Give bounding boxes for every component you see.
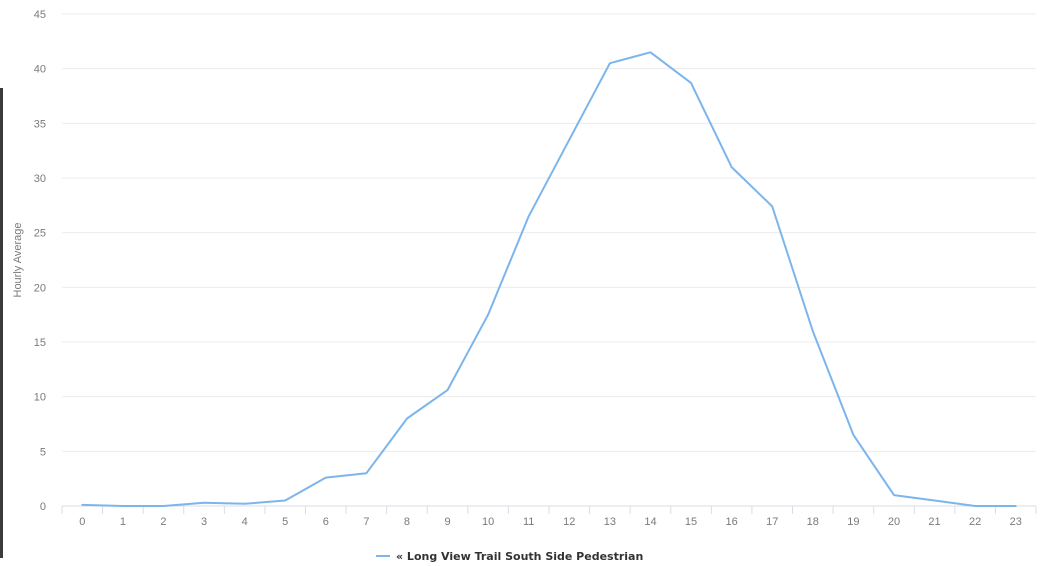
x-tick-label: 19 (847, 516, 859, 528)
y-tick-label: 25 (34, 228, 46, 240)
x-tick-label: 13 (604, 516, 616, 528)
data-point-hour-0[interactable] (79, 502, 85, 508)
x-tick-label: 15 (685, 516, 697, 528)
y-tick-label: 15 (34, 337, 46, 349)
data-point-hour-10[interactable] (485, 312, 491, 318)
x-tick-label: 21 (928, 516, 940, 528)
x-tick-label: 9 (444, 516, 450, 528)
x-tick-label: 6 (323, 516, 329, 528)
data-point-hour-15[interactable] (688, 80, 694, 86)
x-tick-label: 20 (888, 516, 900, 528)
x-tick-label: 10 (482, 516, 494, 528)
y-tick-label: 20 (34, 282, 46, 294)
y-tick-label: 5 (40, 446, 46, 458)
x-tick-label: 5 (282, 516, 288, 528)
legend-swatch (376, 555, 390, 557)
data-point-hour-5[interactable] (282, 498, 288, 504)
x-tick-label: 1 (120, 516, 126, 528)
data-point-hour-14[interactable] (647, 49, 653, 55)
data-point-hour-4[interactable] (242, 501, 248, 507)
x-tick-label: 22 (969, 516, 981, 528)
data-point-hour-22[interactable] (972, 503, 978, 509)
x-tick-label: 4 (242, 516, 248, 528)
y-tick-label: 0 (40, 501, 46, 513)
x-tick-label: 11 (523, 516, 534, 528)
x-tick-label: 8 (404, 516, 410, 528)
y-axis-tick-labels: 0 5 10 15 20 25 30 35 40 45 (34, 9, 46, 513)
y-tick-label: 30 (34, 173, 46, 185)
x-tick-label: 16 (726, 516, 738, 528)
data-point-hour-7[interactable] (363, 470, 369, 476)
x-tick-label: 23 (1010, 516, 1022, 528)
x-tick-label: 17 (766, 516, 778, 528)
data-point-hour-12[interactable] (566, 137, 572, 143)
left-edge-divider (0, 88, 3, 558)
y-axis-title: Hourly Average (12, 222, 24, 297)
series-points (79, 49, 1018, 509)
data-point-hour-18[interactable] (810, 328, 816, 334)
data-point-hour-19[interactable] (850, 432, 856, 438)
x-tick-label: 2 (160, 516, 166, 528)
x-axis-tick-labels: 0 1 2 3 4 5 6 7 8 9 10 11 12 13 14 15 16 17 18 19 20 21 22 23 (61, 506, 1037, 528)
data-point-hour-6[interactable] (323, 475, 329, 481)
x-tick-label: 3 (201, 516, 207, 528)
data-point-hour-16[interactable] (729, 164, 735, 170)
y-tick-label: 45 (34, 9, 46, 21)
x-tick-label: 18 (807, 516, 819, 528)
y-tick-label: 10 (34, 392, 46, 404)
data-point-hour-17[interactable] (769, 203, 775, 209)
x-tick-label: 0 (79, 516, 85, 528)
data-point-hour-9[interactable] (445, 387, 451, 393)
series-line-long-view-trail[interactable] (81, 51, 1017, 507)
data-point-hour-23[interactable] (1013, 503, 1019, 509)
y-tick-label: 35 (34, 118, 46, 130)
data-point-hour-13[interactable] (607, 60, 613, 66)
x-tick-label: 7 (363, 516, 369, 528)
data-point-hour-20[interactable] (891, 492, 897, 498)
data-point-hour-11[interactable] (526, 213, 532, 219)
grid-lines (62, 13, 1036, 452)
data-point-hour-21[interactable] (932, 498, 938, 504)
legend-label: « Long View Trail South Side Pedestrian (396, 549, 644, 563)
legend-item[interactable]: « Long View Trail South Side Pedestrian (376, 548, 643, 564)
data-point-hour-8[interactable] (404, 416, 410, 422)
x-tick-label: 12 (563, 516, 575, 528)
x-tick-label: 14 (644, 516, 656, 528)
data-point-hour-1[interactable] (120, 503, 126, 509)
data-point-hour-2[interactable] (160, 503, 166, 509)
data-point-hour-3[interactable] (201, 500, 207, 506)
y-tick-label: 40 (34, 64, 46, 76)
